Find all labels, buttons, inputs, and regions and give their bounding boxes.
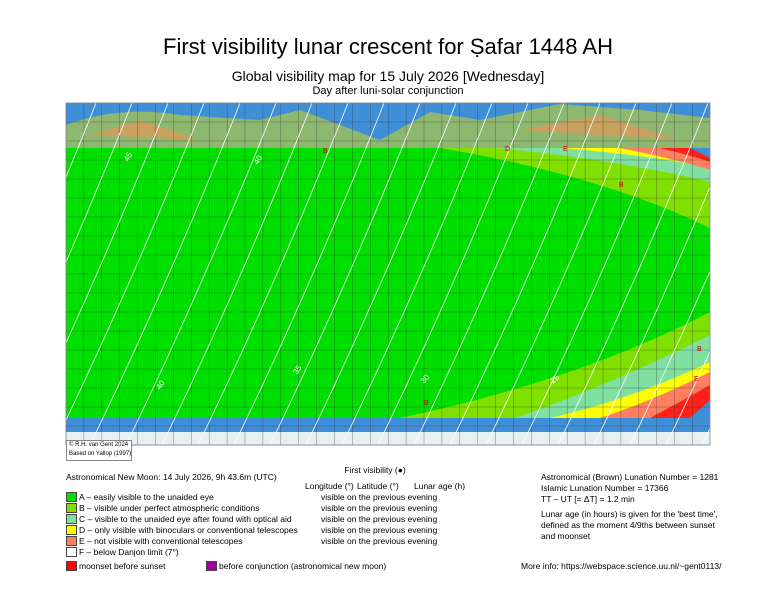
land-north-high — [90, 115, 680, 140]
zone-label: D — [505, 146, 510, 153]
subtitle-note: Day after luni-solar conjunction — [312, 85, 464, 97]
contour — [66, 103, 97, 179]
contour — [557, 103, 709, 445]
legend-swatch — [66, 536, 77, 546]
copyright-box: © R.H. van Gent 2024 Based on Yallop (19… — [66, 440, 132, 461]
zone-band — [400, 148, 710, 418]
contour — [701, 427, 710, 445]
subtitle: Global visibility map for 15 July 2026 [… — [231, 68, 545, 84]
age-note: defined as the moment 4/9ths between sun… — [541, 520, 715, 530]
contour — [197, 103, 349, 445]
contour — [413, 103, 565, 445]
contour — [161, 103, 313, 445]
legend-label: A – easily visible to the unaided eye — [79, 492, 214, 502]
legend-label: C – visible to the unaided eye after fou… — [79, 514, 292, 524]
brown-lunation: Astronomical (Brown) Lunation Number = 1… — [541, 472, 719, 482]
zone-label: E — [563, 146, 568, 153]
legend-label: D – only visible with binoculars or conv… — [79, 525, 298, 535]
contour — [125, 103, 277, 445]
legend-label: B – visible under perfect atmospheric co… — [79, 503, 260, 513]
islamic-lunation: Islamic Lunation Number = 17366 — [541, 483, 669, 493]
visibility-note: visible on the previous evening — [321, 503, 438, 513]
new-moon: Astronomical New Moon: 14 July 2026, 9h … — [66, 472, 277, 482]
legend-swatch — [66, 561, 77, 571]
contour — [66, 103, 169, 344]
legend-swatch — [66, 492, 77, 502]
legend-label: before conjunction (astronomical new moo… — [219, 561, 387, 571]
contour — [305, 103, 457, 445]
zone-label: B — [323, 148, 328, 155]
title: First visibility lunar crescent for Ṣafa… — [163, 34, 613, 59]
visibility-note: visible on the previous evening — [321, 514, 438, 524]
delta-t: TT – UT [= ΔT] = 1.2 min — [541, 494, 635, 504]
contour — [377, 103, 529, 445]
contour — [629, 270, 710, 445]
column-header: Longitude (°) — [305, 481, 354, 491]
zone-band — [650, 148, 710, 418]
contour — [66, 103, 133, 264]
visibility-note: visible on the previous evening — [321, 536, 438, 546]
column-header: Lunar age (h) — [414, 481, 466, 491]
contour — [269, 103, 421, 445]
legend-label: F – below Danjon limit (7°) — [79, 547, 179, 557]
more-info: More info: https://webspace.science.uu.n… — [521, 561, 722, 571]
contour — [665, 350, 710, 445]
contour — [521, 103, 673, 445]
visibility-note: visible on the previous evening — [321, 525, 438, 535]
contour — [89, 103, 241, 445]
legend-swatch — [66, 514, 77, 524]
column-header: Latitude (°) — [357, 481, 399, 491]
zone-band — [600, 148, 710, 418]
contour — [593, 185, 710, 445]
zone-label: B — [619, 182, 624, 189]
zone-label: E — [694, 376, 699, 383]
age-note: Lunar age (in hours) is given for the 'b… — [541, 509, 718, 519]
contour — [485, 103, 637, 445]
legend-label: moonset before sunset — [79, 561, 166, 571]
legend-swatch — [66, 503, 77, 513]
map-frame — [65, 102, 711, 446]
contour — [233, 103, 385, 445]
copyright: © R.H. van Gent 2024 — [69, 442, 129, 448]
legend-swatch — [66, 547, 77, 557]
zone-label: B — [424, 400, 429, 407]
legend-swatch — [66, 525, 77, 535]
credit: Based on Yallop (1997) — [69, 451, 132, 457]
zone-label: B — [697, 346, 702, 353]
contour — [449, 103, 601, 445]
legend-swatch — [206, 561, 217, 571]
contour — [66, 103, 205, 421]
first-visibility: First visibility (●) — [344, 465, 406, 475]
contour — [341, 103, 493, 445]
visibility-note: visible on the previous evening — [321, 492, 438, 502]
age-note: and moonset — [541, 531, 591, 541]
legend-label: E – not visible with conventional telesc… — [79, 536, 243, 546]
